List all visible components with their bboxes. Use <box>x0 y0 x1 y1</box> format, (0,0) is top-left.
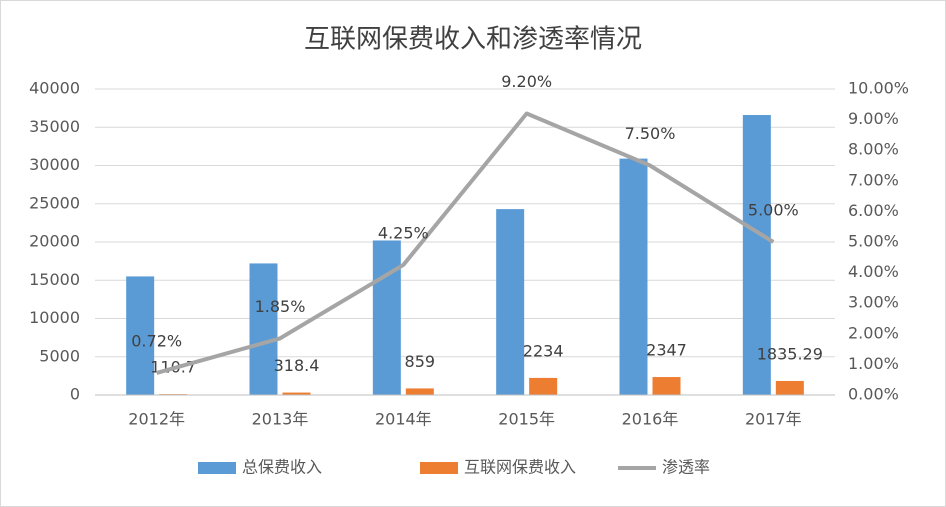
data-label: 1835.29 <box>757 344 823 363</box>
legend-label: 总保费收入 <box>242 458 322 477</box>
bar <box>775 380 804 395</box>
data-label: 7.50% <box>625 124 676 143</box>
x-tick-label: 2016年 <box>622 410 679 429</box>
data-label: 2234 <box>523 341 564 360</box>
bar <box>529 377 558 395</box>
legend-swatch <box>198 462 236 474</box>
legend-label: 互联网保费收入 <box>464 458 576 477</box>
y-tick-label: 30000 <box>29 155 80 174</box>
y2-tick-label: 5.00% <box>848 232 899 251</box>
x-tick-label: 2012年 <box>128 410 185 429</box>
y-tick-label: 15000 <box>29 270 80 289</box>
y2-tick-label: 4.00% <box>848 262 899 281</box>
bar <box>496 209 525 395</box>
bar <box>652 377 681 395</box>
bar <box>372 240 401 395</box>
y2-tick-label: 7.00% <box>848 170 899 189</box>
x-tick-label: 2015年 <box>498 410 555 429</box>
y2-tick-label: 0.00% <box>848 385 899 404</box>
y-tick-label: 35000 <box>29 117 80 136</box>
bar <box>249 263 278 395</box>
y-tick-label: 20000 <box>29 232 80 251</box>
legend-label: 渗透率 <box>662 458 710 477</box>
data-label: 4.25% <box>378 223 429 242</box>
bar <box>126 276 155 395</box>
y2-tick-label: 10.00% <box>848 79 909 98</box>
line <box>156 111 775 375</box>
bar <box>405 388 434 395</box>
y2-tick-label: 1.00% <box>848 354 899 373</box>
data-label: 9.20% <box>501 72 552 91</box>
data-label: 1.85% <box>255 297 306 316</box>
bar <box>619 158 648 395</box>
y2-tick-label: 2.00% <box>848 323 899 342</box>
data-label: 0.72% <box>131 331 182 350</box>
y2-tick-label: 6.00% <box>848 201 899 220</box>
legend-swatch <box>420 462 458 474</box>
data-label: 2347 <box>646 341 687 360</box>
bar <box>742 115 771 395</box>
data-label: 859 <box>405 352 436 371</box>
bar <box>282 392 311 395</box>
y2-tick-label: 8.00% <box>848 140 899 159</box>
x-tick-label: 2017年 <box>745 410 802 429</box>
y-tick-label: 0 <box>70 385 80 404</box>
chart-title: 互联网保费收入和渗透率情况 <box>304 25 642 55</box>
y-tick-label: 40000 <box>29 79 80 98</box>
y2-tick-label: 3.00% <box>848 293 899 312</box>
y-tick-label: 10000 <box>29 308 80 327</box>
data-label: 5.00% <box>748 201 799 220</box>
y-tick-label: 5000 <box>39 346 80 365</box>
y-tick-label: 25000 <box>29 193 80 212</box>
y2-tick-label: 9.00% <box>848 109 899 128</box>
x-tick-label: 2013年 <box>252 410 309 429</box>
x-tick-label: 2014年 <box>375 410 432 429</box>
data-label: 318.4 <box>274 356 320 375</box>
